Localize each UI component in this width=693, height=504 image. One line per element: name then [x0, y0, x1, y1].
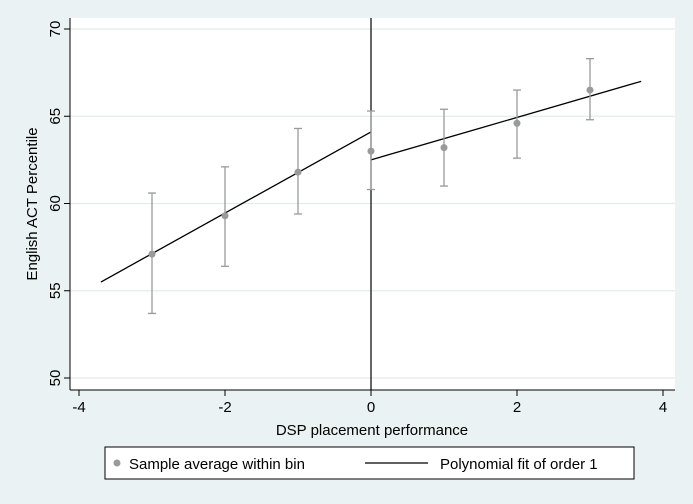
x-tick-label: 0 [367, 399, 375, 416]
x-axis-ticks: -4 -2 0 2 4 [72, 390, 667, 416]
y-tick-label: 70 [47, 21, 64, 38]
data-point [586, 86, 594, 94]
y-axis-label: English ACT Percentile [24, 127, 41, 280]
fit-lines [100, 80, 642, 283]
data-point [440, 144, 448, 152]
legend: Sample average within bin Polynomial fit… [104, 446, 635, 480]
y-tick-label: 65 [47, 108, 64, 125]
y-axis-ticks: 50 55 60 65 70 [47, 21, 70, 387]
data-point [294, 168, 302, 176]
x-tick-label: -2 [218, 399, 231, 416]
data-point [367, 147, 375, 155]
x-tick-label: 2 [513, 399, 521, 416]
legend-label-line: Polynomial fit of order 1 [440, 456, 598, 473]
data-point [221, 212, 229, 220]
y-tick-label: 55 [47, 282, 64, 299]
fit-line-segment [100, 131, 372, 283]
legend-label-scatter: Sample average within bin [129, 456, 305, 473]
data-point [148, 250, 156, 258]
x-tick-label: -4 [72, 399, 85, 416]
y-tick-label: 60 [47, 195, 64, 212]
legend-marker-scatter [113, 459, 121, 467]
data-point [513, 119, 521, 127]
x-axis-label: DSP placement performance [276, 422, 468, 439]
scatter-points [148, 58, 594, 315]
gridlines [70, 28, 675, 379]
fit-line-segment [370, 80, 642, 161]
y-tick-label: 50 [47, 370, 64, 387]
x-tick-label: 4 [659, 399, 667, 416]
